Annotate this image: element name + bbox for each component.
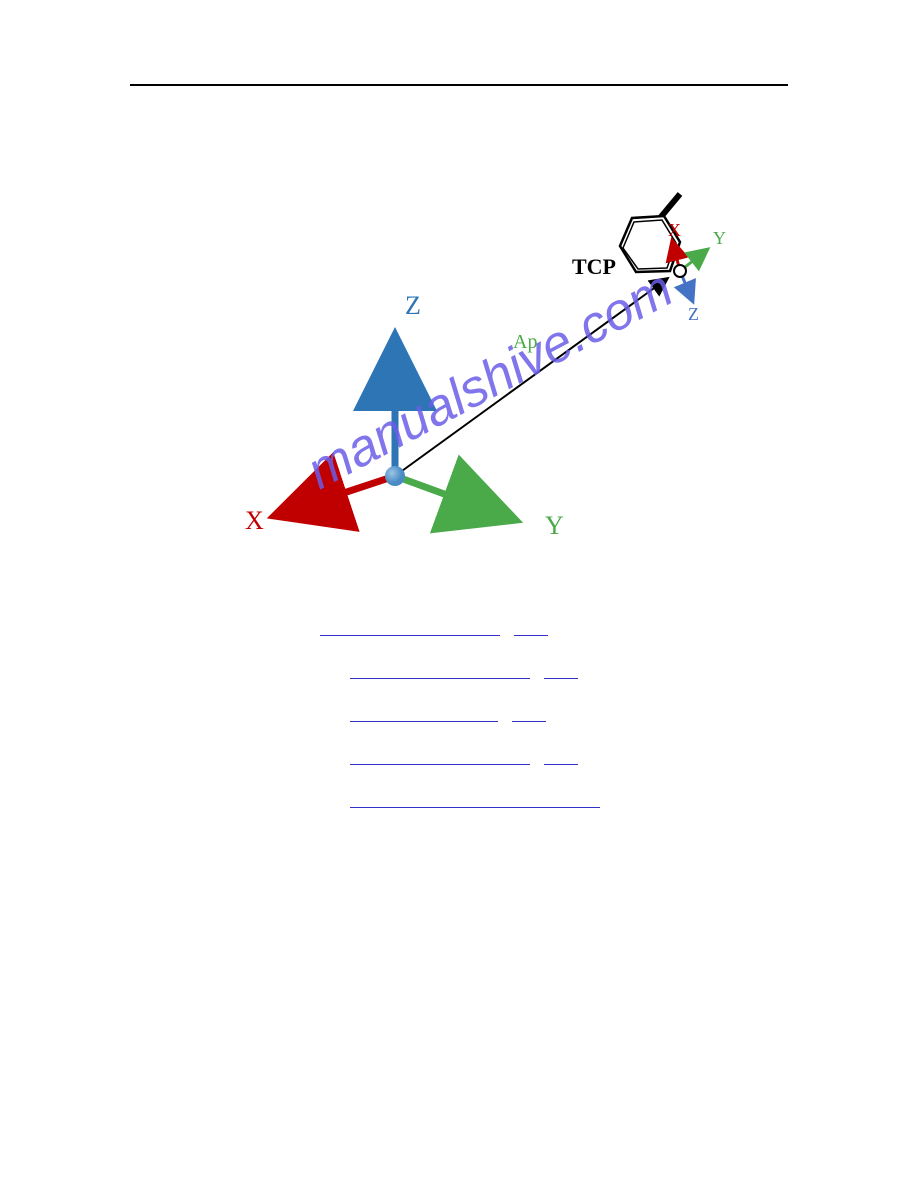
- main-x-label: X: [245, 506, 264, 536]
- main-z-label: Z: [405, 291, 421, 321]
- blue-line-segment: [350, 678, 530, 679]
- tcp-y-label: Y: [713, 228, 726, 249]
- coordinate-svg: [180, 186, 780, 606]
- blue-line-segment: [350, 764, 530, 765]
- tcp-z-label: Z: [688, 304, 699, 325]
- blue-line-segment: [544, 678, 578, 679]
- page-content: X Y Z Ap TCP X Y Z: [130, 84, 788, 606]
- coordinate-diagram: X Y Z Ap TCP X Y Z: [180, 186, 730, 606]
- blue-line-segment: [512, 721, 546, 722]
- tool-handle: [660, 194, 680, 218]
- main-y-axis: [395, 476, 510, 518]
- blue-line-row: [350, 807, 600, 808]
- blue-line-row: [320, 635, 600, 636]
- tcp-label: TCP: [572, 254, 616, 280]
- blue-line-segment: [320, 635, 500, 636]
- blue-line-row: [350, 764, 600, 765]
- ap-vector: [395, 278, 668, 476]
- blue-line-row: [350, 678, 600, 679]
- tcp-point: [674, 265, 686, 277]
- blue-line-row: [350, 721, 600, 722]
- header-rule: [130, 84, 788, 86]
- ap-label: Ap: [513, 331, 537, 354]
- origin-dot: [385, 466, 405, 486]
- blue-lines-group: [320, 635, 600, 808]
- main-x-axis: [280, 476, 395, 514]
- blue-line-segment: [544, 764, 578, 765]
- main-y-label: Y: [545, 511, 564, 541]
- blue-line-segment: [350, 807, 600, 808]
- blue-line-segment: [350, 721, 498, 722]
- blue-line-segment: [514, 635, 548, 636]
- tcp-x-label: X: [668, 220, 681, 241]
